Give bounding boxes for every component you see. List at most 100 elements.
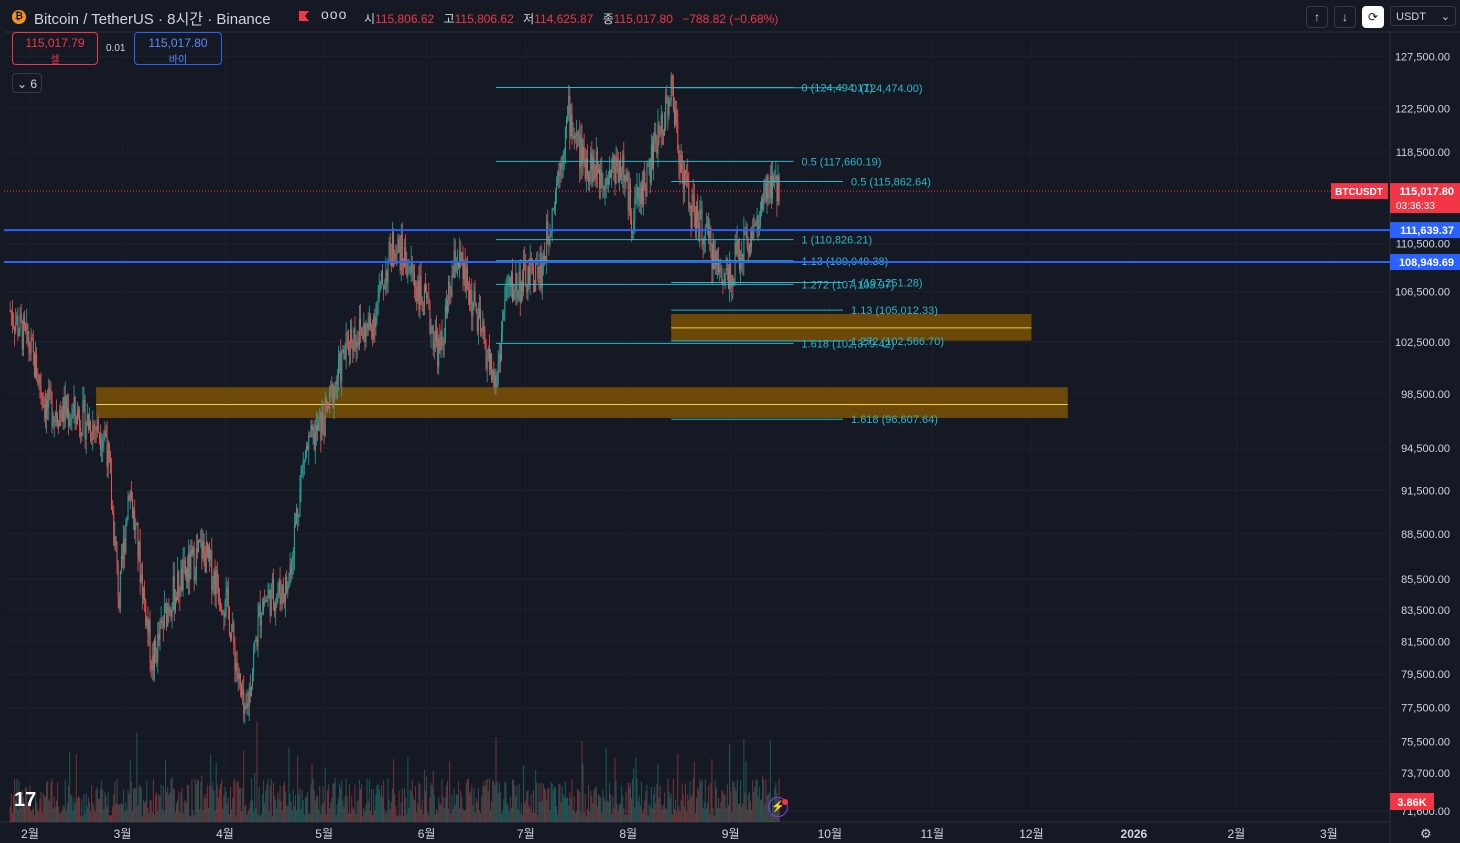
candle-body: [715, 251, 717, 265]
volume-bar: [51, 778, 53, 822]
volume-bar: [394, 793, 396, 822]
volume-bar: [83, 794, 85, 822]
candle-body: [253, 652, 255, 672]
candle-body: [697, 206, 699, 223]
time-tick-label: 3월: [114, 827, 132, 841]
candle-body: [600, 170, 602, 189]
tradingview-logo[interactable]: 17: [14, 789, 37, 811]
candle-body: [40, 386, 42, 394]
candle-body: [183, 560, 185, 562]
volume-bar: [201, 775, 203, 822]
candle-body: [228, 607, 230, 634]
volume-bar: [671, 814, 673, 822]
volume-bar: [731, 812, 733, 822]
volume-bar: [520, 802, 522, 822]
candle-body: [623, 154, 625, 183]
volume-bar: [440, 804, 442, 822]
refresh-button[interactable]: ⟳: [1362, 6, 1384, 28]
candle-body: [311, 425, 313, 431]
volume-bar: [470, 791, 472, 822]
volume-bar: [301, 789, 303, 822]
candle-body: [481, 329, 483, 332]
volume-bar: [633, 768, 635, 822]
candle-body: [295, 522, 297, 525]
candle-body: [611, 169, 613, 178]
volume-bar: [564, 781, 566, 822]
volume-bar: [400, 802, 402, 822]
volume-bar: [215, 762, 217, 822]
red-flag-icon[interactable]: [298, 10, 310, 22]
candle-body: [112, 509, 114, 513]
price-tick-label: 118,500.00: [1396, 147, 1450, 159]
indicators-toggle[interactable]: ⌄ 6: [12, 73, 42, 93]
volume-bar: [25, 786, 27, 822]
volume-bar: [649, 806, 651, 822]
volume-bar: [319, 785, 321, 822]
volume-bar: [81, 799, 83, 822]
spread-value: 0.01: [106, 43, 126, 54]
candle-body: [738, 250, 740, 269]
symbol-title[interactable]: Bitcoin / TetherUS · 8시간 · Binance: [34, 11, 271, 28]
scroll-down-button[interactable]: ↓: [1334, 6, 1356, 28]
candle-body: [210, 550, 212, 560]
candle-body: [467, 289, 469, 291]
candle-body: [747, 247, 749, 254]
candle-body: [288, 581, 290, 584]
candle-body: [237, 673, 239, 680]
fibonacci-retracements: 0 (124,494.17) 0.5 (117,660.19) 1 (110,826…: [496, 83, 944, 426]
volume-bar: [621, 785, 623, 822]
candle-body: [517, 294, 519, 299]
candle-body: [160, 620, 162, 623]
volume-bar: [521, 815, 523, 822]
settings-icon[interactable]: ⚙: [1420, 826, 1432, 841]
volume-bar: [754, 786, 756, 822]
chevron-down-icon: ⌄: [1440, 11, 1450, 23]
volume-bar: [315, 795, 317, 822]
volume-bar: [638, 795, 640, 822]
candle-body: [504, 299, 506, 313]
buy-button[interactable]: 115,017.80 바이: [134, 32, 222, 66]
volume-bar: [163, 811, 165, 822]
volume-bar: [260, 813, 262, 822]
candle-body: [655, 132, 657, 144]
candle-body: [179, 595, 181, 597]
volume-bar: [295, 795, 297, 822]
volume-bar: [505, 783, 507, 822]
candle-body: [11, 312, 13, 323]
candle-body: [201, 540, 203, 559]
volume-bar: [195, 783, 197, 822]
volume-bar: [703, 802, 705, 822]
volume-bar: [334, 778, 336, 822]
candle-body: [340, 353, 342, 383]
volume-bar: [161, 809, 163, 822]
lightning-icon[interactable]: ⚡: [768, 797, 788, 817]
currency-select[interactable]: USDT ⌄: [1390, 6, 1456, 26]
volume-bar: [361, 784, 363, 822]
candle-body: [30, 337, 32, 354]
volume-bar: [131, 811, 133, 822]
scroll-up-button[interactable]: ↑: [1306, 6, 1328, 28]
volume-bar: [26, 787, 28, 822]
bitcoin-icon: ₿: [12, 10, 26, 24]
volume-bar: [254, 773, 256, 822]
volume-bar: [575, 811, 577, 822]
candle-body: [114, 536, 116, 546]
candle-body: [23, 317, 25, 325]
candle-body: [147, 616, 149, 633]
volume-bar: [360, 789, 361, 822]
candle-body: [227, 588, 229, 608]
sell-button[interactable]: 115,017.79 셀: [12, 32, 98, 66]
candle-body: [243, 689, 245, 714]
price-axis: 127,500.00 122,500.00 118,500.00 110,500.00…: [1331, 51, 1460, 818]
volume-bar: [704, 779, 706, 822]
more-options-icon[interactable]: ooo: [321, 6, 348, 22]
volume-bar: [615, 780, 617, 822]
candle-body: [518, 271, 520, 295]
volume-bar: [88, 802, 90, 822]
candle-body: [145, 599, 147, 626]
volume-bar: [144, 802, 146, 822]
time-tick-label: 7월: [517, 827, 535, 841]
volume-bar: [298, 793, 300, 822]
volume-bar: [517, 809, 519, 822]
